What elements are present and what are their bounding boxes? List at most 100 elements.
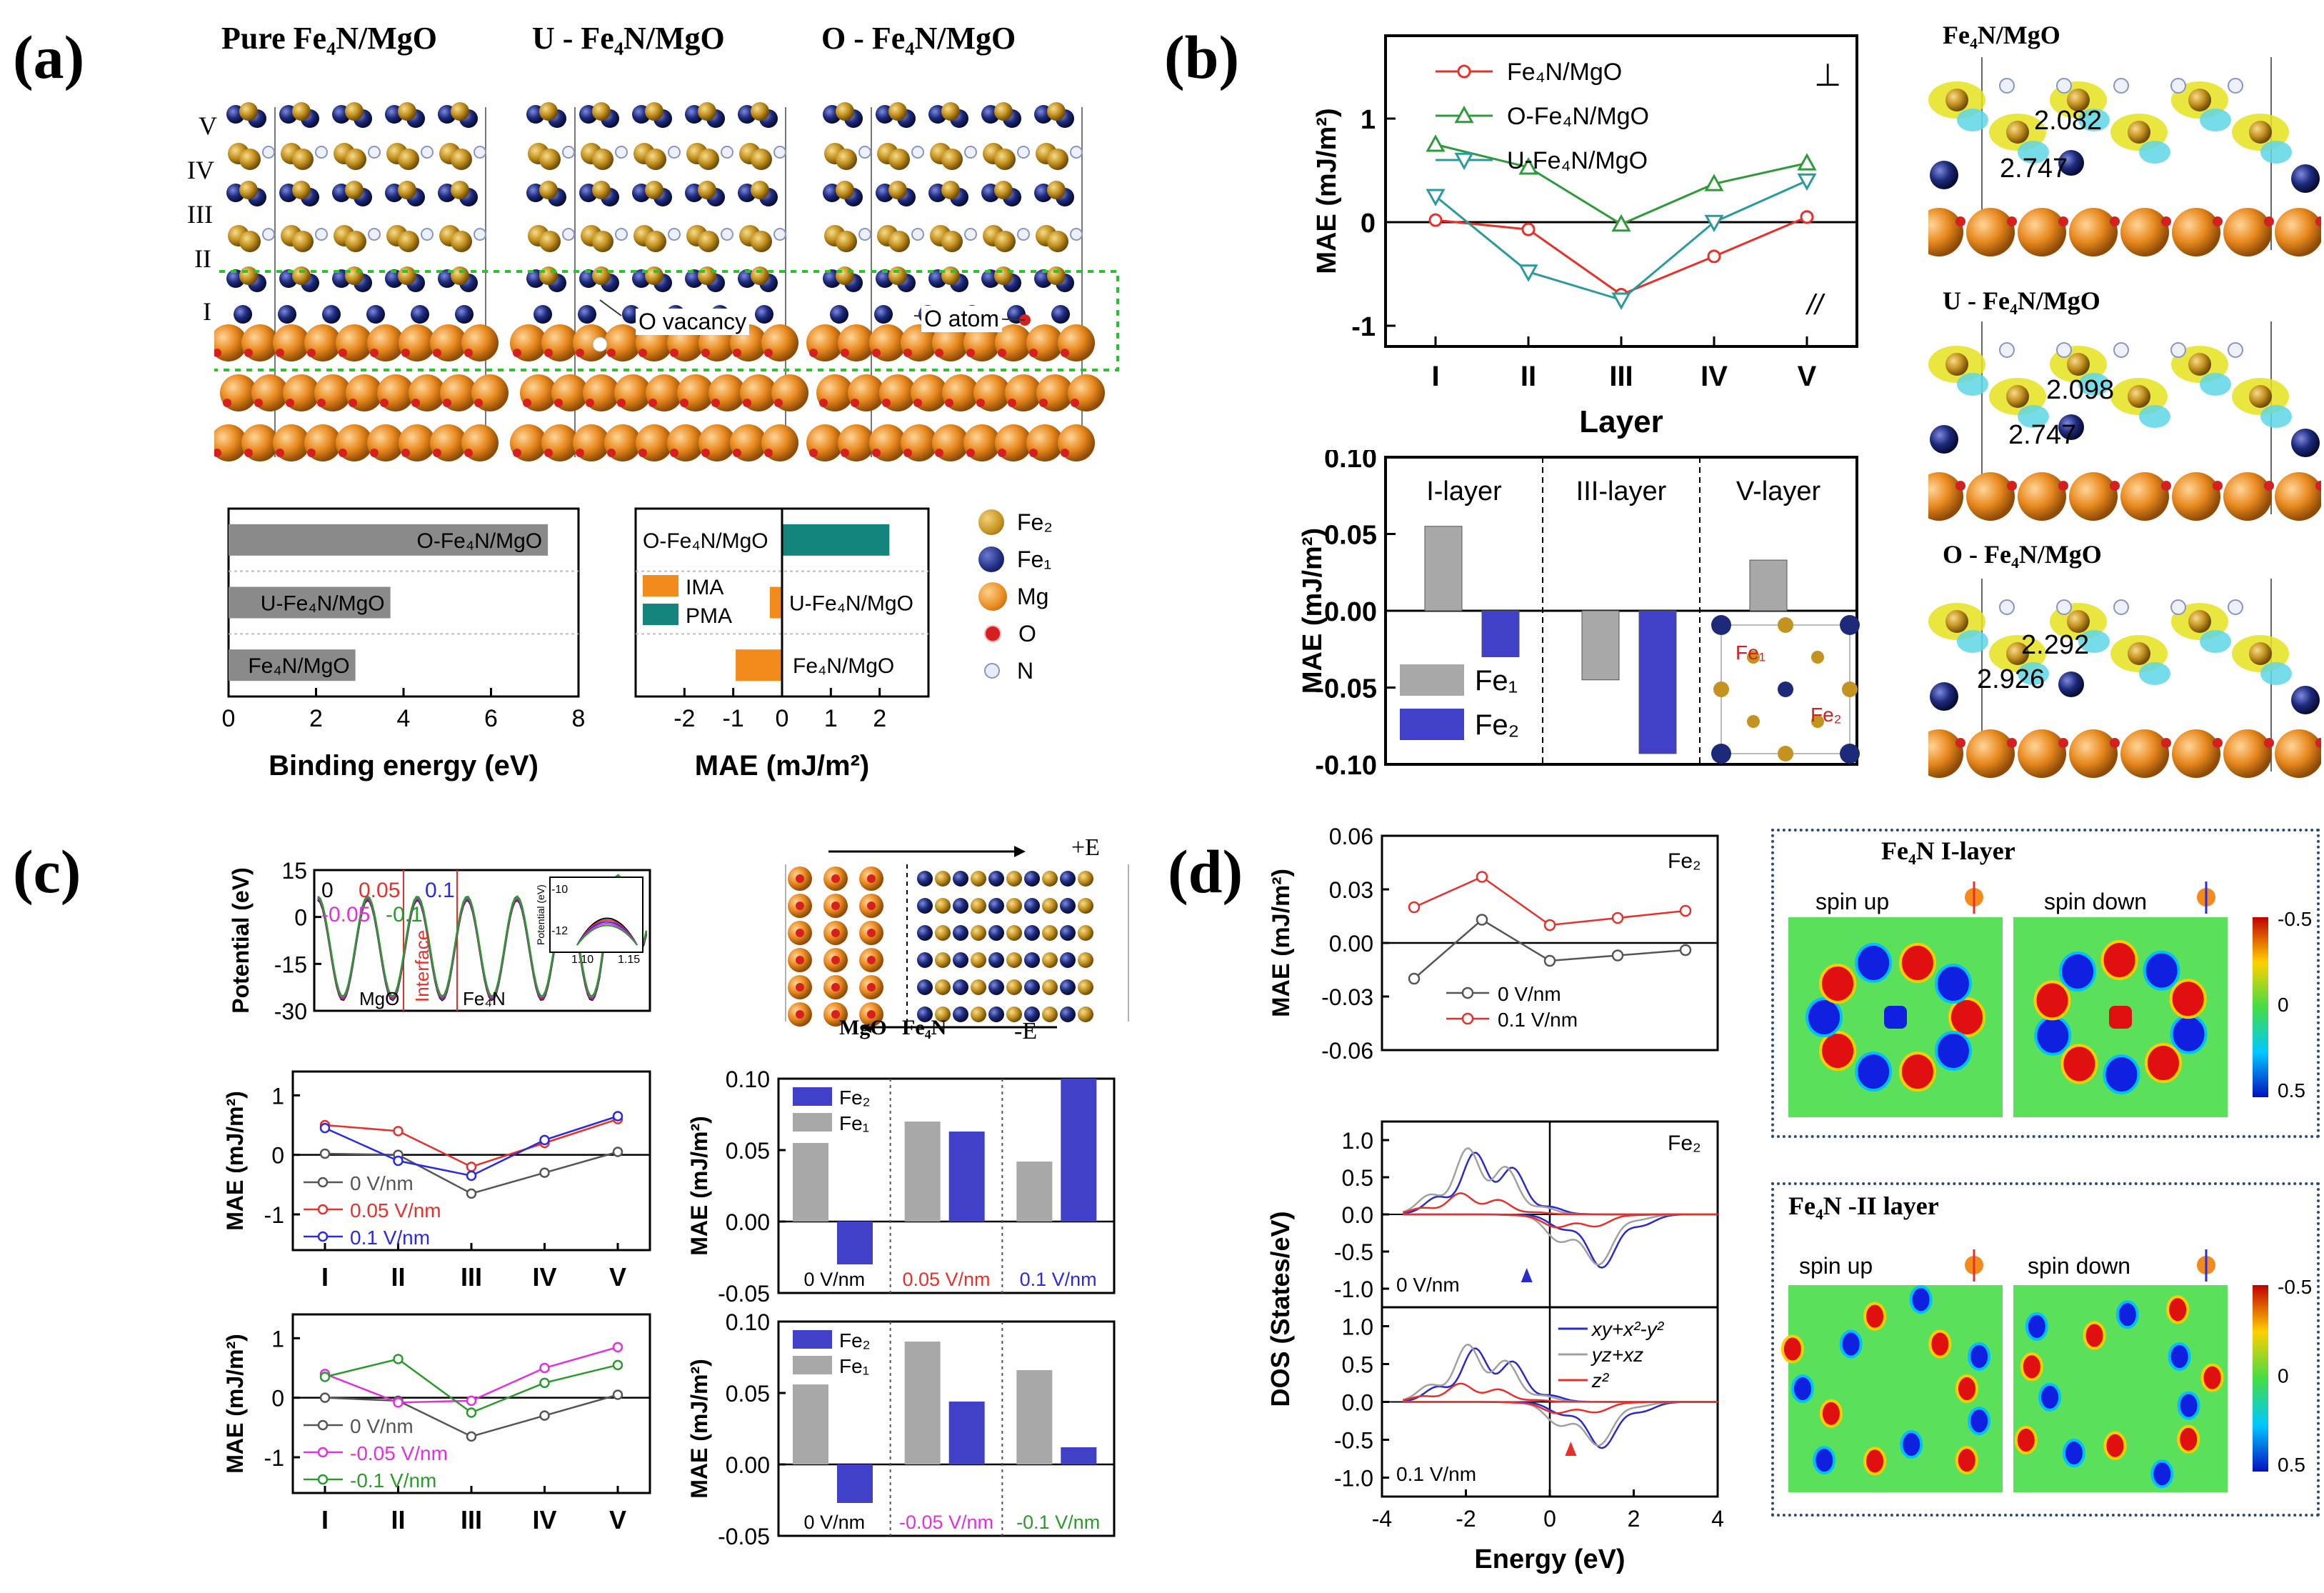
bond-pure-1: 2.082 [2034,106,2103,136]
point-0-2 [466,1431,477,1442]
fe1-atom [953,952,968,968]
spin-up-spot [1863,1302,1887,1331]
n-atom [2056,599,2072,615]
n-atom [2113,78,2129,94]
o-vacancy [592,336,608,352]
point-2-3 [539,1377,550,1389]
point-1-1 [393,1126,404,1137]
n-atom [964,146,977,159]
legend-swatch-0 [1400,664,1464,696]
y-tick-label: -30 [274,999,307,1024]
fe1-atom [1930,161,1958,189]
fe1-atom [2058,671,2084,697]
perp-annotation: ⊥ [1814,58,1841,93]
o-atom [831,1010,840,1019]
o-atom [2058,216,2068,226]
n-atom [1999,342,2015,358]
dos-curve-0-0-dn [1403,1213,1718,1269]
fe2-atom [698,266,716,285]
fe2-atom [539,181,558,199]
o-atom [380,399,389,407]
potential-curve-4 [317,874,648,998]
o-atom [2161,738,2171,748]
o-atom [796,902,804,910]
point-2-4 [1797,173,1817,191]
y-tick-label: 0.05 [726,1381,770,1407]
group-label-2: 0.1 V/nm [1020,1269,1097,1290]
x-tick-label: V [609,1262,626,1292]
colorbar-tick-1: 0 [2278,994,2289,1016]
bar-1-2 [1061,1447,1097,1464]
fe2-atom [2006,385,2029,408]
o-atom [276,349,284,357]
ima-swatch [643,575,678,596]
o-atom [1029,349,1038,357]
inset-atom [1711,744,1731,764]
y-axis-title: MAE (mJ/m²) [686,1359,712,1499]
fe2-atom [935,1007,951,1022]
fe2-atom [345,149,366,170]
fe1-atom [1024,871,1040,887]
inset-fe2-label: Fe₂ [1810,704,1842,726]
fe2-atom [2128,385,2150,408]
bar-0-0 [793,1384,828,1464]
bar-0-1 [1581,610,1620,681]
o-atom [648,399,657,407]
n-atom [615,228,628,241]
fe2-atom [2188,89,2211,111]
layer-label-i: I [203,297,211,326]
fe2-atom [292,102,311,121]
o-atom [867,902,876,910]
fe2-atom [2188,353,2211,376]
o-atom [1061,349,1069,357]
charge-lobe-cyan [1957,630,1988,653]
y-axis-title: MAE (mJ/m²) [222,1334,248,1474]
fe2-atom [1042,871,1058,887]
y-tick-label: 1 [271,1083,284,1109]
o-atom [796,874,804,883]
y-axis-title: MAE (mJ/m²) [222,1091,248,1231]
point-0-3 [539,1410,550,1421]
fe2-atom [1006,952,1022,968]
o-atom [254,399,263,407]
inset-xtick-1: 1.10 [571,954,593,966]
point-1-4 [1797,153,1817,171]
o-atom-note: O atom [921,306,1002,332]
group-label-0: I-layer [1426,476,1502,506]
fe2-atom [292,266,311,285]
vacancy-pointer [599,299,622,316]
spin-up-spot [1900,1429,1923,1459]
fe2-atom [539,102,558,121]
fe2-atom [398,231,419,252]
fe1-atom [534,305,552,324]
y-tick-label: 0.5 [1342,1165,1373,1191]
legend-label-1: Fe₂ [839,1329,871,1352]
layer-label-ii: II [194,244,211,273]
charge-lobe-cyan [2260,662,2292,685]
spin-up-spot [1968,1342,1991,1371]
o-atom [513,449,521,457]
legend-marker-1 [317,1204,329,1215]
o-atom [576,349,584,357]
mg-atom [1928,472,1963,521]
spin-up-spot [1780,1334,1804,1364]
fe2-atom [2067,610,2090,633]
dos-curve-0-1-dn [1403,1213,1718,1266]
spin-up-label-2: spin up [1799,1253,1873,1279]
legend-marker-2 [317,1474,329,1485]
fe2-atom [836,231,857,252]
o-atom [1955,738,1965,748]
fe1-atom [917,871,933,887]
spin-up-spot [1955,1374,1978,1403]
structure-title-o: O - Fe₄N/MgO [821,21,1016,56]
fe2-atom [935,925,951,941]
fe2-atom [994,102,1013,121]
n-atom [474,228,486,241]
y-tick-label: -0.03 [1321,984,1373,1010]
feII-swatch [978,509,1004,535]
point-1-2 [1611,214,1631,232]
charge-lobe-cyan [2078,630,2110,653]
o-atom [307,349,316,357]
y-tick-label: 0.05 [726,1138,770,1164]
